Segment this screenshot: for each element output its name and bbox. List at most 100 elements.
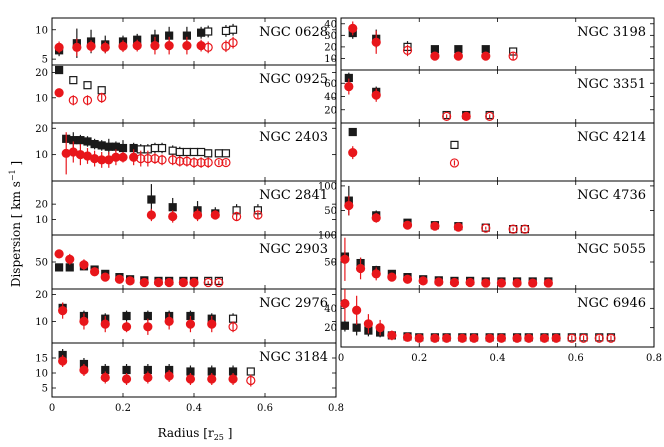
red-circle-point (551, 333, 561, 343)
red-circle-point (344, 200, 354, 211)
red-circle-point (139, 277, 149, 288)
red-circle-point (469, 333, 479, 343)
red-circle-point (228, 38, 238, 48)
red-circle-point (363, 319, 373, 329)
black-square-point (450, 140, 459, 150)
red-circle-point (221, 41, 231, 51)
y-tick-label: 20 (35, 290, 48, 301)
panel-title: NGC 5055 (577, 242, 646, 257)
red-circle-point (118, 152, 128, 162)
black-square-point (97, 141, 106, 150)
y-tick-label: 100 (318, 231, 337, 242)
red-circle-point (68, 95, 78, 105)
red-circle-point (210, 210, 220, 220)
panel-title: NGC 3351 (577, 77, 646, 92)
panel-title: NGC 0925 (259, 72, 328, 87)
red-circle-point (539, 333, 550, 343)
black-square-point (97, 86, 106, 95)
red-circle-point (371, 269, 381, 279)
black-square-point (118, 143, 128, 153)
red-circle-point (371, 37, 381, 47)
red-circle-point (207, 374, 217, 384)
black-square-point (76, 136, 85, 145)
y-tick-label: 15 (35, 354, 48, 365)
black-square-point (168, 146, 177, 155)
x-tick-label: 0.8 (328, 403, 344, 414)
red-circle-point (453, 222, 463, 232)
red-circle-point (58, 306, 68, 316)
black-square-point (83, 137, 92, 146)
red-circle-point (153, 277, 164, 288)
x-axis-label-end: ] (224, 426, 233, 440)
red-circle-point (150, 41, 160, 51)
red-circle-point (164, 41, 174, 51)
y-tick-label: 10 (35, 215, 48, 226)
red-circle-point (253, 210, 263, 220)
red-circle-point (129, 152, 139, 162)
red-circle-point (481, 223, 491, 233)
panel-title: NGC 3198 (577, 25, 646, 40)
red-circle-point (355, 263, 366, 274)
red-circle-point (54, 88, 64, 98)
red-circle-point (228, 374, 238, 384)
black-square-point (175, 147, 184, 157)
black-square-point (69, 76, 78, 85)
black-square-point (348, 127, 357, 137)
red-circle-point (125, 276, 135, 286)
x-tick-label: 0.4 (186, 403, 202, 414)
red-circle-point (192, 210, 203, 220)
red-circle-point (164, 371, 174, 381)
y-tick-label: 50 (35, 258, 48, 269)
red-circle-point (182, 156, 192, 166)
black-square-point (340, 321, 350, 330)
red-circle-point (89, 267, 100, 277)
red-circle-point (567, 333, 577, 343)
panel-title: NGC 2403 (259, 130, 328, 145)
black-square-point (111, 142, 121, 151)
red-circle-point (340, 254, 350, 264)
red-circle-point (203, 42, 213, 52)
red-circle-point (496, 278, 507, 288)
black-square-point (204, 27, 213, 36)
y-tick-label: 100 (318, 181, 337, 192)
black-square-point (143, 311, 152, 321)
red-circle-point (520, 224, 530, 234)
panel-ngc-2976: 10 20 NGC 2976 (35, 288, 337, 344)
y-tick-label: 10 (35, 369, 48, 380)
black-square-point (147, 195, 156, 204)
red-circle-point (524, 333, 534, 343)
red-circle-point (485, 111, 495, 121)
panel-title: NGC 4736 (577, 188, 646, 203)
red-circle-point (100, 42, 110, 52)
red-circle-point (118, 41, 128, 51)
black-square-point (182, 147, 191, 157)
red-circle-point (606, 333, 616, 343)
red-circle-point (402, 274, 413, 284)
panel-title: NGC 2841 (259, 188, 328, 203)
red-circle-point (434, 277, 444, 287)
red-circle-point (86, 41, 96, 51)
y-tick-label: 10 (324, 54, 337, 65)
black-square-point (150, 143, 160, 153)
red-circle-point (189, 277, 199, 288)
y-tick-label: 40 (324, 304, 337, 315)
y-tick-label: 20 (324, 42, 337, 53)
y-axis-label: Dispersion [ km s−1 ] (8, 161, 23, 287)
red-circle-point (402, 332, 413, 342)
red-circle-point (371, 213, 381, 223)
x-tick-label: 0.4 (490, 353, 506, 364)
y-tick-label: 10 (35, 93, 48, 104)
red-circle-point (214, 157, 224, 168)
y-axis-label-sup: −1 (8, 169, 17, 181)
red-circle-point (402, 45, 413, 55)
red-circle-point (168, 211, 178, 222)
red-circle-point (449, 158, 460, 168)
red-circle-point (442, 111, 452, 121)
red-circle-point (221, 157, 231, 168)
x-tick-label: 0.2 (411, 353, 427, 364)
red-circle-point (387, 272, 397, 282)
red-circle-point (207, 319, 217, 329)
y-tick-label: 5 (42, 55, 48, 66)
red-circle-point (178, 277, 188, 288)
